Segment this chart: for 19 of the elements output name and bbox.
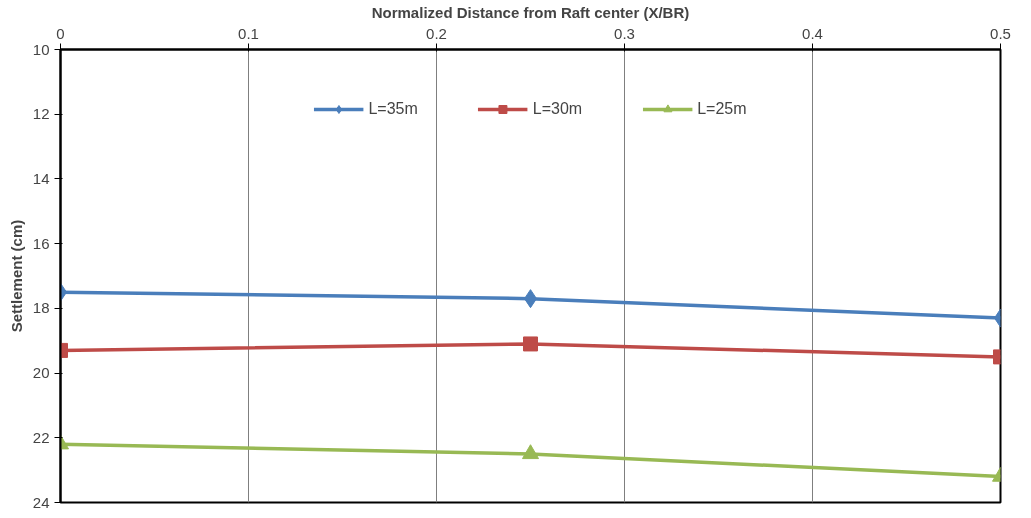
y-tick-label: 16 — [32, 234, 50, 252]
y-tick-label: 14 — [32, 169, 50, 187]
y-tick-label: 20 — [32, 364, 50, 382]
x-tick-label: 0.2 — [426, 24, 447, 42]
y-tick-label: 24 — [32, 493, 50, 511]
legend-label: L=25m — [697, 100, 747, 118]
y-tick-label: 18 — [32, 299, 50, 317]
y-tick-label: 10 — [32, 40, 50, 58]
x-tick-label: 0.4 — [802, 24, 823, 42]
y-axis-title: Settlement (cm) — [7, 219, 25, 333]
y-tick-label: 12 — [32, 105, 50, 123]
x-tick-label: 0.5 — [990, 24, 1011, 42]
legend-label: L=30m — [532, 100, 583, 118]
x-tick-label: 0.1 — [238, 24, 259, 42]
x-tick-label: 0 — [56, 24, 65, 42]
x-tick-label: 0.3 — [614, 24, 635, 42]
legend-label: L=35m — [368, 100, 418, 118]
x-axis-title: Normalized Distance from Raft center (X/BR) — [371, 3, 690, 21]
y-tick-label: 22 — [32, 428, 50, 446]
